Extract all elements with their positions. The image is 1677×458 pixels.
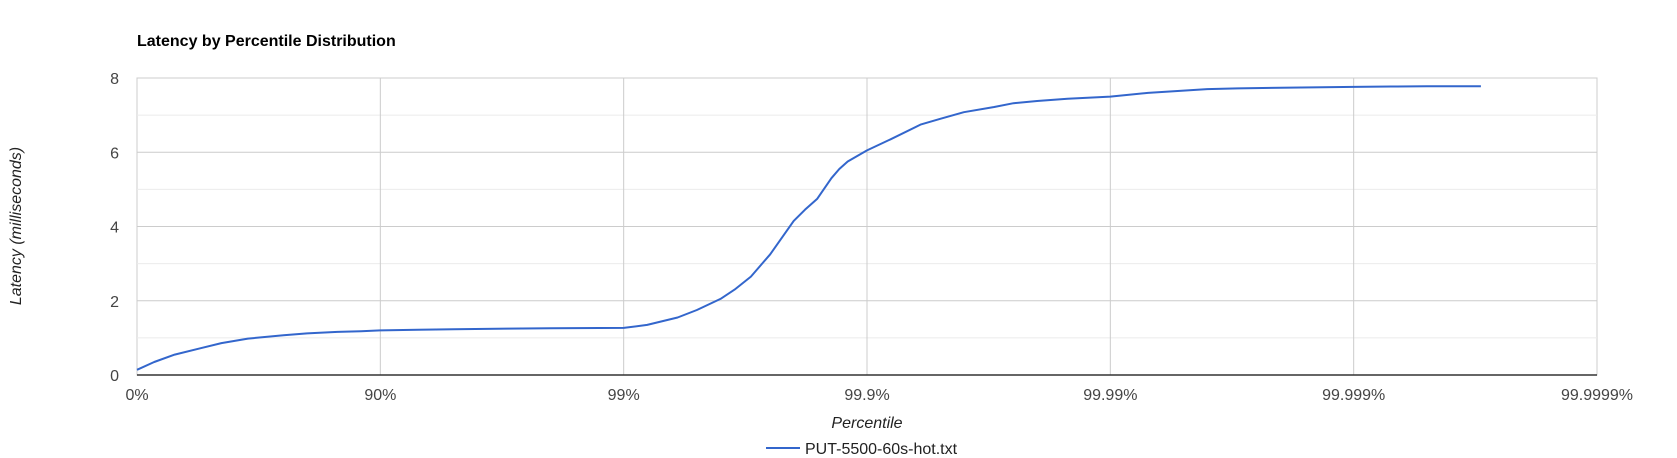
- x-tick-labels: 0% 90% 99% 99.9% 99.99% 99.999% 99.9999%: [125, 387, 1633, 404]
- x-tick-label: 99.9%: [844, 387, 889, 404]
- y-tick-label: 0: [110, 368, 119, 385]
- x-tick-label: 0%: [125, 387, 148, 404]
- y-tick-label: 8: [110, 71, 119, 88]
- x-tick-label: 99.9999%: [1561, 387, 1633, 404]
- y-axis-title: Latency (milliseconds): [8, 147, 25, 305]
- series-line-0[interactable]: [136, 85, 1481, 371]
- legend[interactable]: PUT-5500-60s-hot.txt: [766, 441, 958, 458]
- chart-title: Latency by Percentile Distribution: [137, 33, 396, 50]
- legend-label: PUT-5500-60s-hot.txt: [805, 441, 958, 458]
- x-tick-label: 99%: [608, 387, 640, 404]
- x-tick-label: 90%: [364, 387, 396, 404]
- y-tick-labels: 0 2 4 6 8: [110, 71, 119, 385]
- x-axis-title: Percentile: [831, 415, 902, 432]
- grid-lines: [137, 77, 1597, 375]
- x-tick-label: 99.99%: [1083, 387, 1137, 404]
- x-tick-label: 99.999%: [1322, 387, 1385, 404]
- y-tick-label: 6: [110, 145, 119, 162]
- y-tick-label: 2: [110, 294, 119, 311]
- series-lines: [136, 85, 1481, 371]
- y-tick-label: 4: [110, 220, 119, 237]
